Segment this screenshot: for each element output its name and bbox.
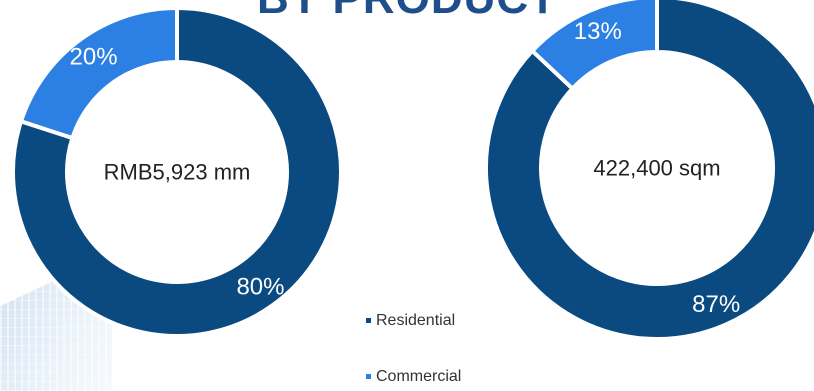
donut-1-slice-commercial [18,5,179,141]
legend-label-residential: Residential [376,312,456,329]
chart-title: BY PRODUCT [0,0,814,24]
legend-item-residential: Residential [366,312,455,330]
donut-1-center-label: RMB5,923 mm [104,160,251,185]
donut-2-label-commercial: 13% [574,18,622,45]
donut-2-label-residential: 87% [692,291,740,318]
donut-2-center-label: 422,400 sqm [593,156,720,181]
legend-label-commercial: Commercial [376,368,462,385]
donut-1-slice-residential [11,5,343,338]
legend-swatch-residential [366,318,371,324]
legend-swatch-commercial [366,374,371,380]
donut-1-label-commercial: 20% [70,44,118,71]
donut-2-slice-commercial [529,0,659,92]
legend-item-commercial: Commercial [366,368,461,386]
donut-1-label-residential: 80% [236,273,284,300]
